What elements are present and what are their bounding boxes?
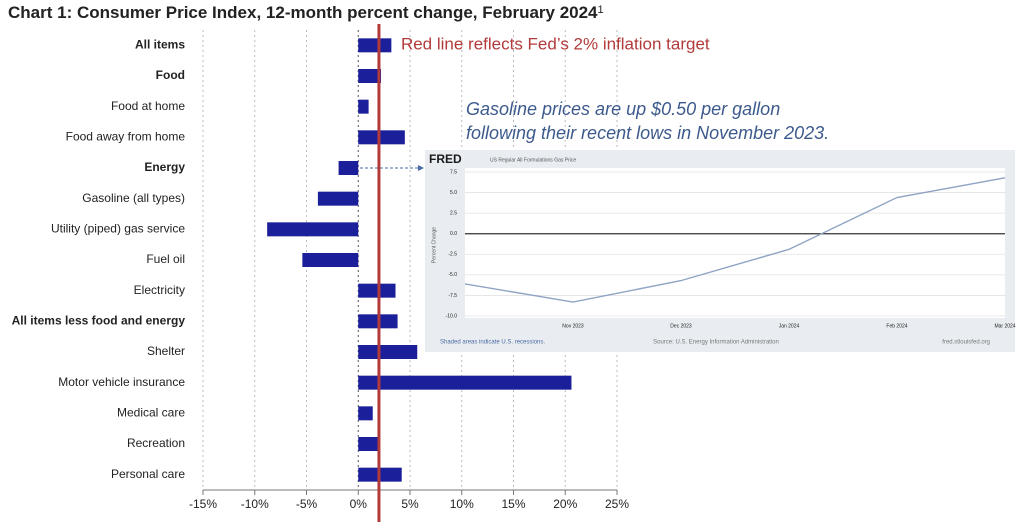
category-label: Utility (piped) gas service [51, 222, 185, 236]
fred-logo: FRED [429, 152, 462, 166]
x-tick-label: Dec 2023 [670, 323, 692, 329]
bar [358, 437, 380, 451]
bar [317, 191, 359, 206]
x-tick-label: 5% [401, 497, 419, 511]
bar [358, 406, 373, 421]
y-tick-label: 7.5 [450, 169, 457, 175]
category-label: Gasoline (all types) [82, 191, 185, 205]
inset-title: US Regular All Formulations Gas Price [490, 157, 576, 163]
title-text: Chart 1: Consumer Price Index, 12-month … [8, 3, 598, 22]
category-label: Energy [144, 160, 185, 174]
category-label: All items less food and energy [12, 314, 186, 328]
inset-plot [465, 168, 1005, 318]
y-tick-label: -5.0 [448, 272, 457, 278]
y-tick-label: 2.5 [450, 210, 457, 216]
category-label: Personal care [111, 467, 185, 481]
data-line [464, 177, 1006, 303]
category-label: Recreation [127, 436, 185, 450]
x-tick-label: 25% [605, 497, 629, 511]
x-tick-label: Jan 2024 [779, 323, 800, 329]
bar [302, 253, 359, 267]
inset-source: Source: U.S. Energy Information Administ… [653, 340, 779, 346]
category-label: All items [135, 38, 185, 52]
inset-ylabel: Percent Change [431, 227, 437, 263]
x-tick-label: -10% [241, 497, 269, 511]
category-label: Medical care [117, 406, 185, 420]
y-tick-label: -10.0 [446, 313, 458, 319]
footnote-marker: 1 [598, 4, 604, 16]
x-tick-label: Nov 2023 [562, 323, 584, 329]
category-label: Fuel oil [146, 252, 185, 266]
y-tick-label: 5.0 [450, 190, 457, 196]
y-tick-label: 0.0 [450, 231, 457, 237]
bar [358, 69, 382, 83]
annotation: Gasoline prices are up $0.50 per gallon [466, 99, 780, 119]
x-tick-label: -5% [296, 497, 318, 511]
category-label: Food at home [111, 99, 185, 113]
bar [267, 222, 359, 237]
category-label: Food [156, 68, 185, 82]
bar [358, 130, 405, 145]
main-chart: -15% -10% -5% 0% 5% 10% 15% 20% 25% All items Food… [12, 30, 629, 511]
inset-chart: 7.5 5.0 2.5 0.0 -2.5 -5.0 -7.5 -10.0 Nov 2023 Dec… [446, 169, 1016, 329]
bar [358, 375, 572, 390]
category-label: Electricity [134, 283, 185, 297]
bar [358, 38, 392, 53]
x-tick-label: 15% [501, 497, 525, 511]
category-label: Food away from home [66, 130, 186, 144]
bar [358, 345, 418, 359]
x-tick-label: 0% [350, 497, 368, 511]
reference-layer: Red line reflects Fed’s 2% inflation tar… [377, 24, 710, 522]
arrow-head [418, 165, 424, 171]
category-label: Shelter [147, 344, 185, 358]
x-tick-label: Mar 2024 [994, 323, 1015, 329]
y-tick-label: -7.5 [448, 293, 457, 299]
inset-url: fred.stlouisfed.org [942, 340, 990, 346]
y-tick-label: -2.5 [448, 252, 457, 258]
annotation: following their recent lows in November … [466, 123, 829, 143]
bar [358, 99, 369, 114]
bar [358, 283, 396, 298]
category-label: Motor vehicle insurance [58, 375, 185, 389]
x-tick-label: 20% [553, 497, 577, 511]
x-tick-label: Feb 2024 [886, 323, 907, 329]
bar [338, 161, 359, 175]
inset-notes: Shaded areas indicate U.S. recessions. [440, 340, 545, 346]
reference-label: Red line reflects Fed’s 2% inflation tar… [401, 34, 710, 53]
x-tick-label: -15% [189, 497, 217, 511]
x-tick-label: 10% [450, 497, 474, 511]
chart-title: Chart 1: Consumer Price Index, 12-month … [8, 3, 604, 22]
